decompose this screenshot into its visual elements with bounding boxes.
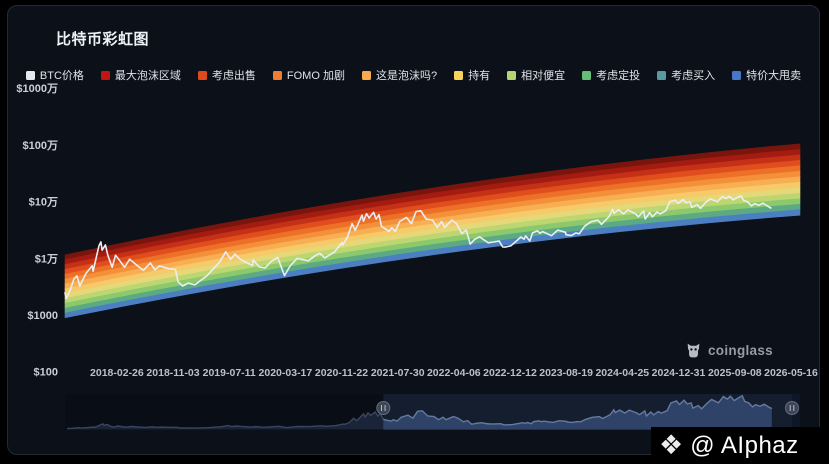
legend-item[interactable]: 相对便宜 bbox=[507, 67, 565, 83]
y-axis-tick-label: $1000万 bbox=[16, 82, 58, 95]
x-axis-tick-label: 2026-05-16 bbox=[764, 367, 818, 379]
chart-title: 比特币彩虹图 bbox=[56, 31, 150, 48]
legend-label: 考虑买入 bbox=[671, 70, 716, 82]
x-axis-tick-label: 2019-07-11 bbox=[203, 367, 256, 379]
x-axis-tick-label: 2018-11-03 bbox=[146, 367, 199, 379]
legend-item[interactable]: 这是泡沫吗? bbox=[361, 67, 438, 83]
legend-swatch-icon bbox=[197, 70, 207, 80]
legend-item[interactable]: FOMO 加剧 bbox=[272, 67, 345, 83]
legend-item[interactable]: 最大泡沫区域 bbox=[100, 67, 181, 83]
legend-label: 这是泡沫吗? bbox=[375, 70, 438, 82]
rainbow-stripe bbox=[64, 209, 801, 319]
legend-swatch-icon bbox=[732, 70, 742, 80]
legend-item[interactable]: 考虑定投 bbox=[582, 67, 640, 83]
legend-item[interactable]: 持有 bbox=[454, 67, 490, 83]
legend-label: BTC价格 bbox=[39, 70, 84, 82]
navigator-line bbox=[66, 394, 773, 430]
x-axis-tick-label: 2021-07-30 bbox=[371, 367, 425, 379]
coinglass-watermark: coinglass bbox=[685, 342, 773, 359]
y-axis-tick-label: $100万 bbox=[23, 139, 58, 152]
navigator-area bbox=[67, 395, 772, 430]
aiphaz-text: @ AIphaz bbox=[690, 431, 799, 459]
legend-swatch-icon bbox=[582, 70, 592, 80]
btc-price-line bbox=[64, 195, 772, 300]
legend-item[interactable]: 考虑买入 bbox=[657, 67, 715, 83]
x-axis-tick-label: 2020-03-17 bbox=[259, 367, 313, 379]
x-axis-tick-label: 2025-09-08 bbox=[708, 367, 762, 379]
legend-label: 考虑定投 bbox=[596, 70, 641, 82]
legend-swatch-icon bbox=[454, 70, 464, 80]
coinglass-logo-icon bbox=[687, 343, 700, 358]
legend-item[interactable]: 考虑出售 bbox=[197, 67, 256, 83]
y-axis-tick-label: $10万 bbox=[29, 196, 58, 209]
aiphaz-watermark-bar: ❖ @ AIphaz bbox=[651, 427, 829, 464]
x-axis-tick-label: 2024-12-31 bbox=[652, 367, 706, 379]
chart-card: 比特币彩虹图 BTC价格 最大泡沫区域 考虑出售 FOMO 加剧 这是泡沫吗? 持有 相对便… bbox=[7, 5, 820, 455]
navigator[interactable] bbox=[65, 394, 800, 430]
legend-label: 最大泡沫区域 bbox=[114, 70, 181, 82]
legend-label: 相对便宜 bbox=[521, 70, 566, 82]
legend-swatch-icon bbox=[100, 70, 110, 80]
x-axis-tick-label: 2018-02-26 bbox=[90, 367, 144, 379]
navigator-handle-right[interactable] bbox=[785, 401, 799, 415]
legend-item[interactable]: BTC价格 bbox=[25, 67, 84, 83]
legend-swatch-icon bbox=[272, 70, 282, 80]
legend-label: 持有 bbox=[468, 70, 491, 82]
legend: BTC价格 最大泡沫区域 考虑出售 FOMO 加剧 这是泡沫吗? 持有 相对便宜 考虑定投 考虑… bbox=[8, 67, 819, 83]
y-axis-tick-label: $100 bbox=[34, 367, 58, 379]
x-axis-tick-label: 2023-08-19 bbox=[539, 367, 593, 379]
legend-label: 特价大甩卖 bbox=[746, 70, 802, 82]
navigator-handle-left[interactable] bbox=[376, 401, 391, 415]
legend-label: FOMO 加剧 bbox=[286, 70, 345, 82]
y-axis-tick-label: $1万 bbox=[35, 252, 58, 265]
coinglass-brand-text: coinglass bbox=[708, 343, 773, 358]
x-axis-tick-label: 2022-12-12 bbox=[483, 367, 537, 379]
legend-item[interactable]: 特价大甩卖 bbox=[732, 67, 801, 83]
x-axis-tick-label: 2024-04-25 bbox=[595, 367, 649, 379]
binance-diamond-icon: ❖ bbox=[659, 430, 684, 460]
y-axis-tick-label: $1000 bbox=[27, 310, 58, 322]
x-axis-tick-label: 2020-11-22 bbox=[315, 367, 368, 379]
legend-swatch-icon bbox=[657, 70, 667, 80]
navigator-selected-region[interactable] bbox=[383, 394, 792, 430]
navigator-unselected-mask bbox=[65, 394, 384, 430]
legend-label: 考虑出售 bbox=[211, 70, 256, 82]
legend-swatch-icon bbox=[361, 70, 371, 80]
legend-swatch-icon bbox=[507, 70, 517, 80]
x-axis-tick-label: 2022-04-06 bbox=[427, 367, 481, 379]
legend-swatch-icon bbox=[25, 70, 35, 80]
rainbow-band-group bbox=[64, 143, 801, 319]
